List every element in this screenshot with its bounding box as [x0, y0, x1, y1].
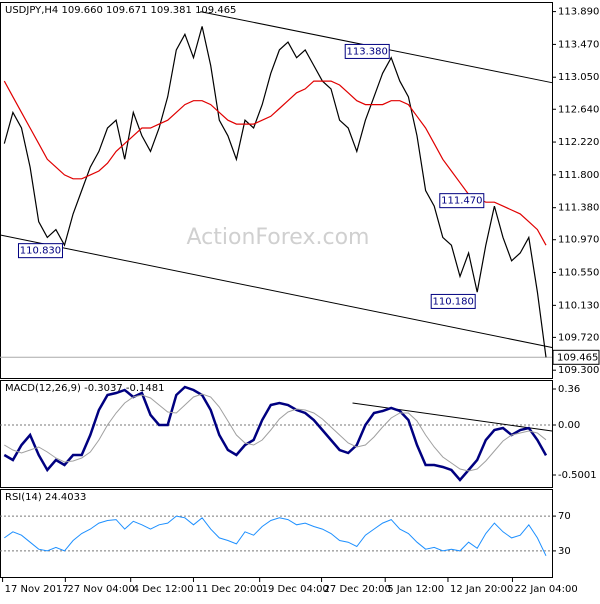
x-tick-label: 27 Dec 20:00: [324, 584, 391, 595]
price-panel-frame: [0, 2, 553, 379]
y-tick-label: 111.380: [558, 203, 599, 214]
trendline: [0, 234, 553, 349]
x-tick-label: 22 Jan 04:00: [514, 584, 577, 595]
price-label: 110.830: [20, 246, 61, 257]
watermark: ActionForex.com: [187, 225, 370, 250]
series-line: [4, 515, 547, 557]
price-label: 113.380: [347, 46, 388, 57]
macd-panel-frame: [0, 380, 553, 488]
x-tick-label: 11 Dec 20:00: [195, 584, 262, 595]
rsi-panel-frame: [0, 489, 553, 578]
y-tick-label: 112.640: [558, 104, 599, 115]
x-tick-label: 4 Dec 12:00: [133, 584, 194, 595]
y-tick-label: 113.050: [558, 72, 599, 83]
series-line: [3, 26, 547, 358]
x-tick-label: 17 Nov 2017: [5, 584, 69, 595]
series-line: [3, 385, 548, 482]
y-tick-label: 113.890: [558, 7, 599, 18]
price-label-box: [439, 193, 485, 209]
y-tick-label: 0.00: [558, 420, 580, 431]
price-label: 111.470: [441, 196, 482, 207]
trendline: [352, 402, 553, 432]
y-tick-label: 70: [558, 511, 571, 522]
price-label-box: [344, 43, 390, 59]
x-tick-label: 19 Dec 04:00: [262, 584, 329, 595]
panel-title: USDJPY,H4 109.660 109.671 109.381 109.46…: [5, 5, 236, 16]
price-label-box: [430, 293, 476, 309]
panel-title: MACD(12,26,9) -0.3037 -0.1481: [5, 383, 165, 394]
y-tick-label: 111.800: [558, 170, 599, 181]
x-tick-label: 12 Jan 20:00: [450, 584, 513, 595]
last-price-box: [552, 349, 600, 365]
y-tick-label: 109.300: [558, 365, 599, 376]
x-tick-label: 5 Jan 12:00: [387, 584, 444, 595]
panel-title: RSI(14) 24.4033: [5, 492, 86, 503]
y-tick-label: -0.5001: [558, 470, 597, 481]
y-tick-label: 0.36: [558, 384, 580, 395]
y-tick-label: 109.720: [558, 332, 599, 343]
y-tick-label: 110.550: [558, 268, 599, 279]
y-tick-label: 30: [558, 546, 571, 557]
y-tick-label: 110.130: [558, 300, 599, 311]
last-price-label: 109.465: [557, 352, 598, 363]
price-label: 110.180: [433, 296, 474, 307]
y-tick-label: 113.470: [558, 39, 599, 50]
y-tick-label: 110.970: [558, 235, 599, 246]
x-tick-label: 27 Nov 04:00: [67, 584, 134, 595]
series-line: [3, 80, 547, 246]
y-tick-label: 112.220: [558, 137, 599, 148]
series-line: [4, 393, 547, 472]
price-label-box: [17, 243, 63, 259]
